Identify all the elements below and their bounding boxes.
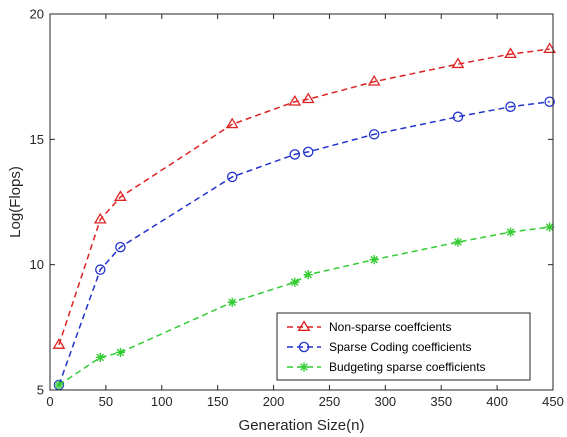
legend-label: Budgeting sparse coefficients — [329, 360, 486, 374]
series-1-point — [114, 190, 127, 201]
series-3-point — [115, 347, 126, 357]
series-2-line — [58, 100, 550, 386]
series-1-point — [93, 212, 107, 224]
series-1-point — [225, 117, 239, 129]
series-layer — [52, 42, 557, 391]
series-3-point — [290, 277, 300, 287]
y-tick-label: 5 — [37, 383, 44, 398]
series-3-point — [303, 270, 313, 280]
ticks-layer: 0 50 100 150 200 250 300 350 400 450 5 10 15 20 — [30, 7, 564, 410]
x-tick-label: 0 — [46, 394, 53, 409]
axes-box — [49, 13, 554, 391]
series-3-point — [369, 255, 379, 265]
legend-label: Non-sparse coeffcients — [329, 320, 452, 334]
x-tick-label: 350 — [430, 394, 452, 409]
series-3-line — [58, 226, 550, 386]
series-2-point — [505, 101, 516, 112]
x-tick-label: 450 — [542, 394, 564, 409]
x-tick-label: 50 — [99, 394, 113, 409]
series-3-point — [227, 297, 237, 307]
series-1-point — [504, 47, 517, 59]
x-tick-label: 200 — [263, 394, 285, 409]
series-1-point — [451, 57, 465, 69]
x-tick-label: 250 — [319, 394, 341, 409]
legend-item-3: Budgeting sparse coefficients — [287, 360, 486, 374]
series-1 — [52, 42, 557, 349]
series-2-point — [289, 149, 301, 160]
series-3-point — [54, 380, 64, 390]
series-3-point — [505, 227, 516, 237]
series-2-point — [226, 171, 238, 183]
y-tick-label: 10 — [30, 257, 44, 272]
series-3-point — [95, 352, 105, 363]
series-1-point — [543, 42, 557, 54]
legend-marker — [298, 341, 310, 353]
x-tick-label: 400 — [486, 394, 508, 409]
y-axis-title: Log(Flops) — [7, 166, 24, 238]
series-2-point — [368, 129, 380, 140]
series-1-point — [367, 74, 381, 86]
series-1-point — [301, 92, 315, 104]
y-tick-label: 20 — [30, 7, 44, 22]
series-1-point — [288, 94, 302, 106]
x-axis-title: Generation Size(n) — [239, 417, 365, 434]
legend-marker — [297, 320, 311, 331]
series-2-point — [544, 96, 555, 107]
x-tick-label: 300 — [374, 394, 396, 409]
series-2-point — [452, 111, 464, 123]
legend: Non-sparse coeffcients Sparse Coding coef… — [276, 312, 531, 381]
legend-label: Sparse Coding coefficients — [329, 340, 472, 354]
series-1-point — [52, 338, 66, 349]
series-2-point — [115, 241, 126, 253]
series-2-point — [95, 264, 106, 275]
series-2-point — [302, 146, 314, 158]
x-tick-label: 150 — [207, 394, 229, 409]
legend-item-2: Sparse Coding coefficients — [287, 340, 472, 354]
series-3-point — [453, 237, 463, 247]
y-tick-label: 15 — [30, 132, 44, 147]
series-3 — [54, 222, 555, 390]
x-tick-label: 100 — [151, 394, 173, 409]
legend-marker — [299, 362, 309, 372]
legend-item-1: Non-sparse coeffcients — [287, 320, 452, 334]
